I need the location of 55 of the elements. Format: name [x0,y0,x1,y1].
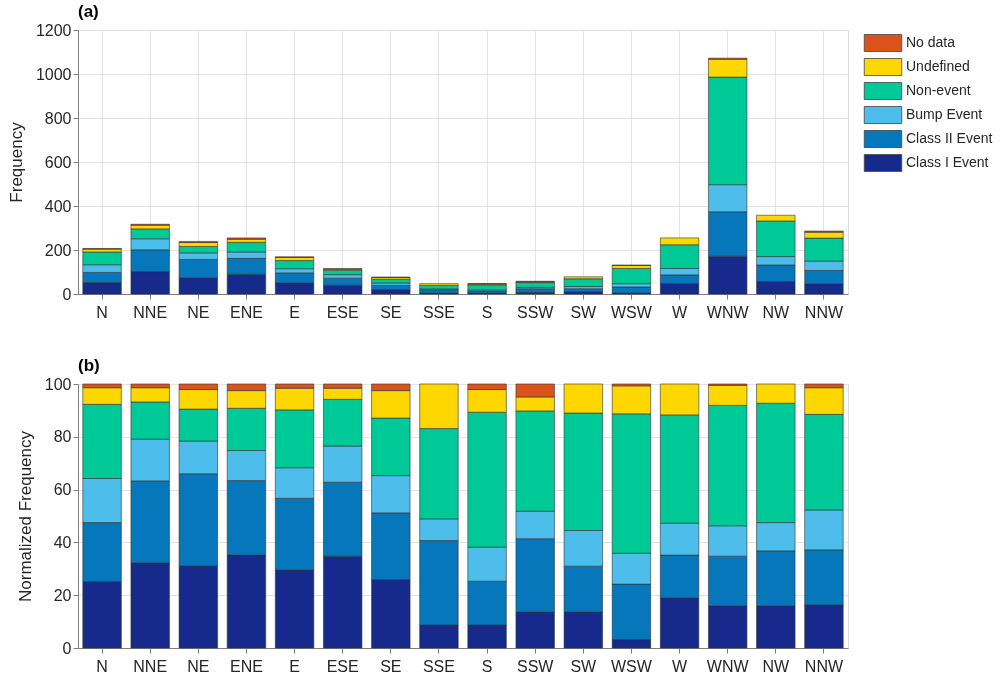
x-tick-label: ESE [326,303,359,321]
x-tick-label: NE [187,303,210,321]
x-tick-label: SSE [422,303,455,321]
x-tick-label: NNE [133,303,168,321]
legend-label: Class I Event [906,154,989,170]
x-tick-label: SSW [516,303,555,321]
x-tick-label: N [96,657,108,675]
x-tick-label: E [289,303,300,321]
x-tick-label: W [672,657,689,675]
x-tick-label: NW [762,303,791,321]
x-tick-label: E [289,657,300,675]
x-tick-label: N [96,303,108,321]
x-tick-label: WNW [706,657,750,675]
y-tick-label: 100 [44,375,72,393]
x-tick-label: W [672,303,689,321]
x-tick-label: SW [570,657,598,675]
x-tick-label: WSW [611,303,653,321]
x-tick-label: SSW [516,657,555,675]
y-tick-label: 80 [53,428,72,446]
y-tick-label: 800 [44,109,72,127]
x-tick-label: NNE [133,657,168,675]
x-tick-label: S [481,657,493,675]
x-tick-label: NNW [804,657,844,675]
y-tick-label: 40 [53,533,72,551]
x-tick-label: SSE [422,657,455,675]
x-tick-label: SE [380,303,402,321]
legend-label: Undefined [906,58,970,74]
legend-label: Bump Event [906,106,983,122]
legend-label: No data [906,34,956,50]
y-tick-label: 0 [62,285,72,303]
x-tick-label: ESE [326,657,359,675]
y-tick-label: 20 [53,586,72,604]
y-tick-label: 600 [44,153,72,171]
x-tick-label: SE [380,657,402,675]
x-tick-label: WSW [611,657,653,675]
chart-title: (a) [78,2,99,21]
legend-label: Class II Event [906,130,993,146]
legend-label: Non-event [906,82,971,98]
y-tick-label: 1200 [35,21,72,39]
y-axis-title: Normalized Frequency [15,430,35,603]
y-tick-label: 60 [53,481,72,499]
y-axis-title: Frequency [6,121,26,203]
chart-title: (b) [78,356,100,375]
x-tick-label: ENE [229,303,263,321]
y-tick-label: 1000 [35,65,72,83]
x-tick-label: S [481,303,493,321]
x-tick-label: NE [187,657,210,675]
y-tick-label: 0 [62,639,72,657]
y-tick-label: 200 [44,241,72,259]
x-tick-label: SW [570,303,598,321]
x-tick-label: ENE [229,657,263,675]
x-tick-label: WNW [706,303,750,321]
y-tick-label: 400 [44,197,72,215]
x-tick-label: NNW [804,303,844,321]
x-tick-label: NW [762,657,791,675]
